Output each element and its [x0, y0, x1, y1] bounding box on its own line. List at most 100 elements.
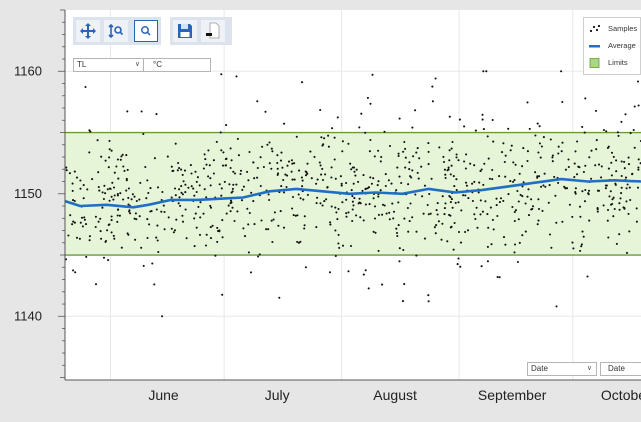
- sample-point: [502, 142, 505, 145]
- sample-point: [613, 207, 616, 211]
- sample-point: [612, 215, 615, 218]
- pan-arrows-icon[interactable]: [76, 20, 100, 42]
- sample-point: [444, 173, 447, 176]
- sample-point: [339, 175, 342, 178]
- sample-point: [160, 210, 163, 213]
- sample-point: [397, 201, 400, 204]
- sample-point: [590, 149, 593, 152]
- sample-point: [457, 201, 460, 204]
- sample-point: [104, 239, 108, 243]
- sample-point: [487, 226, 490, 229]
- sample-point: [440, 238, 443, 241]
- legend-item-limits[interactable]: Limits: [588, 57, 628, 69]
- sample-point: [304, 174, 308, 177]
- sample-point: [345, 212, 348, 215]
- sample-point: [362, 174, 365, 177]
- sample-point: [606, 208, 610, 212]
- sample-point: [271, 240, 274, 244]
- sample-point: [326, 185, 329, 189]
- sample-point: [364, 269, 367, 272]
- floppy-disk-icon[interactable]: [173, 20, 197, 42]
- sample-point: [97, 185, 100, 189]
- sample-point: [352, 204, 355, 207]
- sample-point: [324, 173, 327, 176]
- sample-point: [319, 202, 322, 205]
- sample-point: [148, 223, 151, 226]
- legend-item-samples[interactable]: Samples: [588, 23, 637, 35]
- sample-point: [108, 156, 111, 159]
- sample-point: [321, 167, 324, 170]
- sample-point: [293, 178, 296, 181]
- sample-point: [74, 271, 77, 274]
- zoom-box-icon[interactable]: [134, 20, 158, 42]
- sample-point: [448, 159, 451, 162]
- sample-point: [431, 100, 434, 103]
- zoom-axis-icon[interactable]: [104, 20, 128, 42]
- sample-point: [583, 200, 587, 203]
- sample-point: [620, 186, 623, 189]
- sample-point: [624, 113, 627, 116]
- sample-point: [101, 206, 104, 209]
- sample-point: [395, 227, 398, 230]
- sample-point: [131, 193, 134, 196]
- legend-item-average[interactable]: Average: [588, 40, 636, 52]
- sample-point: [498, 276, 501, 279]
- sample-point: [248, 150, 251, 154]
- sample-point: [351, 200, 354, 203]
- sample-point: [554, 194, 557, 197]
- sample-point: [479, 170, 482, 173]
- unit-field[interactable]: °C: [143, 58, 211, 72]
- sample-point: [511, 205, 514, 209]
- sample-point: [474, 217, 477, 221]
- sample-point: [99, 217, 102, 220]
- sample-point: [518, 172, 521, 175]
- channel-select[interactable]: TL ∨: [73, 58, 145, 72]
- sample-point: [455, 156, 458, 159]
- sample-point: [376, 184, 379, 187]
- sample-point: [173, 187, 177, 190]
- sample-point: [202, 212, 205, 215]
- sample-point: [107, 259, 110, 262]
- sample-point: [259, 156, 262, 159]
- sample-point: [347, 142, 350, 145]
- sample-point: [560, 70, 563, 73]
- sample-point: [526, 159, 529, 163]
- sample-point: [116, 208, 120, 211]
- sample-point: [195, 180, 198, 183]
- sample-point: [403, 217, 406, 220]
- sample-point: [462, 194, 465, 197]
- sample-point: [292, 214, 295, 217]
- sample-point: [446, 240, 449, 243]
- sample-point: [203, 188, 206, 191]
- sample-point: [330, 166, 333, 169]
- sample-point: [330, 205, 333, 208]
- sample-point: [345, 198, 348, 201]
- sample-point: [627, 156, 630, 159]
- sample-point: [423, 237, 427, 240]
- sample-point: [584, 188, 587, 192]
- sample-point: [155, 208, 158, 211]
- sample-point: [237, 154, 240, 157]
- sample-point: [427, 142, 430, 145]
- sample-point: [180, 185, 183, 188]
- document-export-icon[interactable]: [201, 20, 225, 42]
- sample-point: [349, 244, 353, 248]
- sample-point: [420, 165, 423, 168]
- sample-point: [536, 176, 539, 179]
- sample-point: [482, 70, 485, 73]
- sample-point: [434, 232, 437, 235]
- sample-point: [625, 200, 628, 203]
- sample-point: [586, 275, 589, 278]
- sample-point: [475, 206, 478, 209]
- sample-point: [282, 191, 286, 194]
- x-axis-mode-select[interactable]: Date ∨: [527, 362, 597, 376]
- sample-point: [140, 246, 143, 249]
- sample-point: [447, 166, 450, 169]
- sample-point: [516, 260, 519, 264]
- sample-point: [198, 184, 201, 187]
- sample-point: [352, 166, 356, 169]
- sample-point: [190, 185, 193, 188]
- x-axis-date-button[interactable]: Date: [600, 362, 641, 376]
